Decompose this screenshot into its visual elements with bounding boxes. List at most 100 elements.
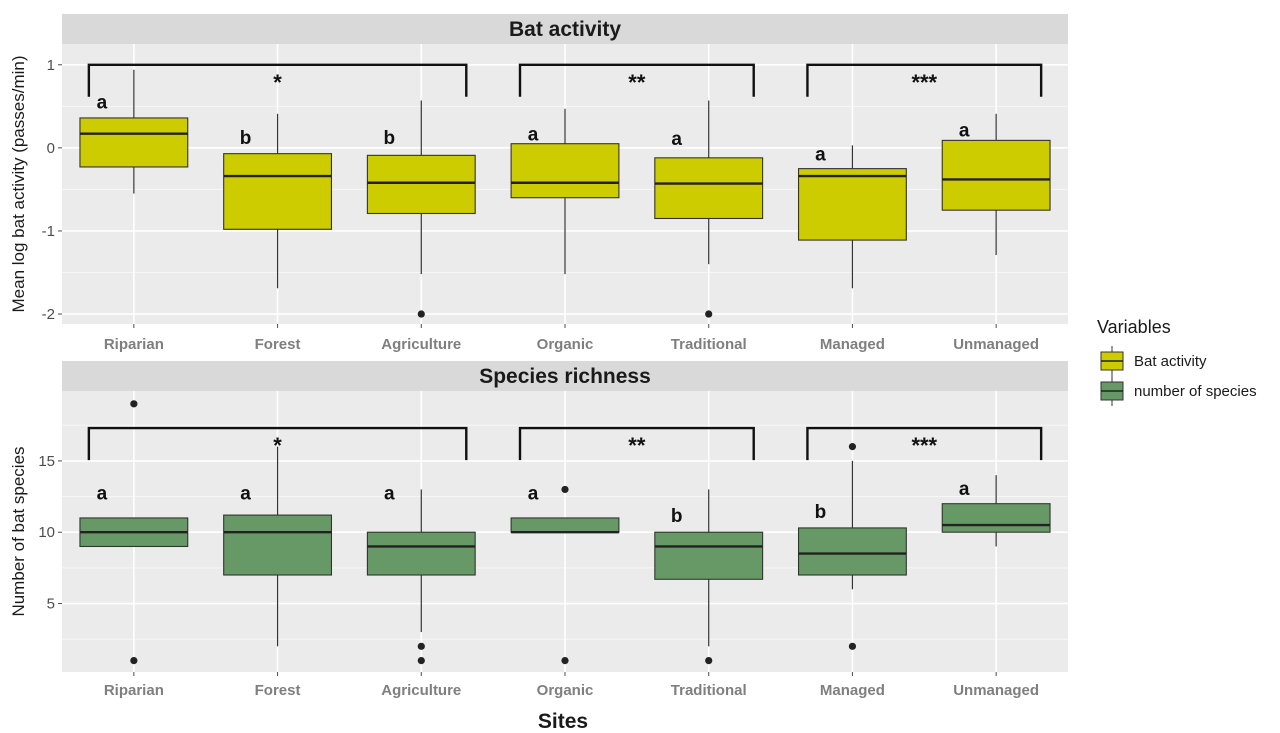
- box-body: [223, 153, 333, 230]
- significance-letter: a: [97, 483, 108, 504]
- significance-bracket: ***: [806, 426, 1043, 461]
- bracket-label: *: [273, 70, 282, 95]
- significance-letter: a: [240, 483, 251, 504]
- outlier-point: [705, 656, 713, 665]
- legend-title: Variables: [1097, 317, 1171, 337]
- outlier-point: [561, 485, 569, 494]
- box-body: [654, 531, 764, 580]
- significance-letter: a: [815, 145, 826, 166]
- panel-title: Bat activity: [509, 18, 621, 41]
- x-tick-label: Unmanaged: [953, 336, 1039, 353]
- y-tick-label: -2: [42, 306, 55, 323]
- box-forest: [223, 113, 333, 289]
- legend: Variables Bat activity number of species: [1097, 317, 1257, 406]
- outlier-point: [130, 656, 138, 665]
- box-managed: [797, 145, 907, 289]
- bracket-line: [518, 63, 755, 97]
- significance-bracket: ***: [806, 63, 1043, 97]
- panel-1: Bat activity 1 0 -1 -2 Riparian a Forest b Agricu…: [9, 14, 1068, 353]
- bracket-line: [806, 63, 1043, 97]
- bracket-label: ***: [911, 70, 937, 95]
- significance-letter: a: [384, 483, 395, 504]
- box-riparian: [79, 400, 189, 665]
- significance-letter: a: [959, 121, 970, 142]
- panel-title: Species richness: [479, 365, 651, 388]
- x-tick-label: Riparian: [104, 336, 164, 353]
- legend-label: Bat activity: [1134, 353, 1207, 370]
- x-tick-label: Organic: [537, 682, 594, 699]
- box-body: [941, 139, 1051, 211]
- significance-letter: b: [671, 506, 683, 527]
- significance-bracket: **: [518, 63, 755, 97]
- box-managed: [797, 443, 907, 650]
- box-forest: [223, 446, 333, 647]
- outlier-point: [705, 310, 713, 318]
- bracket-label: **: [628, 70, 646, 95]
- significance-letter: a: [97, 92, 108, 113]
- legend-label: number of species: [1134, 383, 1257, 400]
- panel-2: Species richness 5 10 15 Riparian a Forest a Agr…: [9, 361, 1068, 699]
- bracket-label: ***: [911, 433, 937, 458]
- y-axis-label: Mean log bat activity (passes/min): [9, 56, 28, 313]
- x-tick-label: Riparian: [104, 682, 164, 699]
- box-organic: [510, 108, 620, 275]
- outlier-point: [561, 656, 569, 665]
- significance-letter: a: [671, 129, 682, 150]
- box-body: [797, 527, 907, 576]
- significance-letter: a: [528, 483, 539, 504]
- box-body: [79, 117, 189, 168]
- box-agriculture: [366, 489, 476, 665]
- y-tick-label: 10: [38, 524, 55, 541]
- significance-letter: a: [959, 479, 970, 500]
- panel-strip: [62, 14, 1068, 44]
- y-tick-label: 15: [38, 453, 55, 470]
- outlier-point: [417, 310, 425, 318]
- box-traditional: [654, 489, 764, 665]
- box-body: [223, 514, 333, 576]
- x-tick-label: Traditional: [671, 682, 747, 699]
- x-tick-label: Forest: [255, 336, 301, 353]
- significance-letter: b: [815, 502, 827, 523]
- x-tick-label: Managed: [820, 682, 885, 699]
- box-body: [654, 157, 764, 220]
- box-body: [941, 503, 1051, 533]
- significance-letter: a: [528, 125, 539, 146]
- outlier-point: [130, 400, 138, 408]
- bracket-label: **: [628, 433, 646, 458]
- y-tick-label: -1: [42, 223, 55, 240]
- outlier-point: [417, 642, 425, 650]
- x-tick-label: Agriculture: [381, 336, 461, 353]
- box-body: [797, 168, 907, 241]
- significance-bracket: *: [87, 63, 468, 97]
- box-unmanaged: [941, 113, 1051, 256]
- box-body: [366, 154, 476, 215]
- y-axis-label: Number of bat species: [9, 446, 28, 616]
- bracket-line: [87, 63, 468, 97]
- significance-letter: b: [383, 128, 395, 149]
- x-axis-label: Sites: [538, 710, 588, 733]
- bracket-line: [806, 426, 1043, 461]
- x-tick-label: Unmanaged: [953, 682, 1039, 699]
- box-body: [510, 517, 620, 533]
- significance-letter: b: [240, 128, 252, 149]
- box-body: [366, 531, 476, 576]
- legend-entry: number of species: [1100, 376, 1257, 406]
- box-organic: [510, 485, 620, 665]
- outlier-point: [848, 443, 857, 451]
- x-tick-label: Managed: [820, 336, 885, 353]
- outlier-point: [417, 656, 425, 665]
- outlier-point: [848, 642, 857, 650]
- y-tick-label: 5: [47, 596, 55, 613]
- panel-strip: [62, 361, 1068, 391]
- box-traditional: [654, 100, 764, 318]
- y-tick-label: 1: [47, 57, 55, 74]
- x-tick-label: Organic: [537, 336, 594, 353]
- significance-bracket: **: [518, 426, 755, 461]
- box-agriculture: [366, 100, 476, 318]
- y-tick-label: 0: [47, 140, 55, 157]
- box-unmanaged: [941, 475, 1051, 547]
- x-tick-label: Forest: [255, 682, 301, 699]
- significance-bracket: *: [87, 426, 468, 461]
- bracket-label: *: [273, 433, 282, 458]
